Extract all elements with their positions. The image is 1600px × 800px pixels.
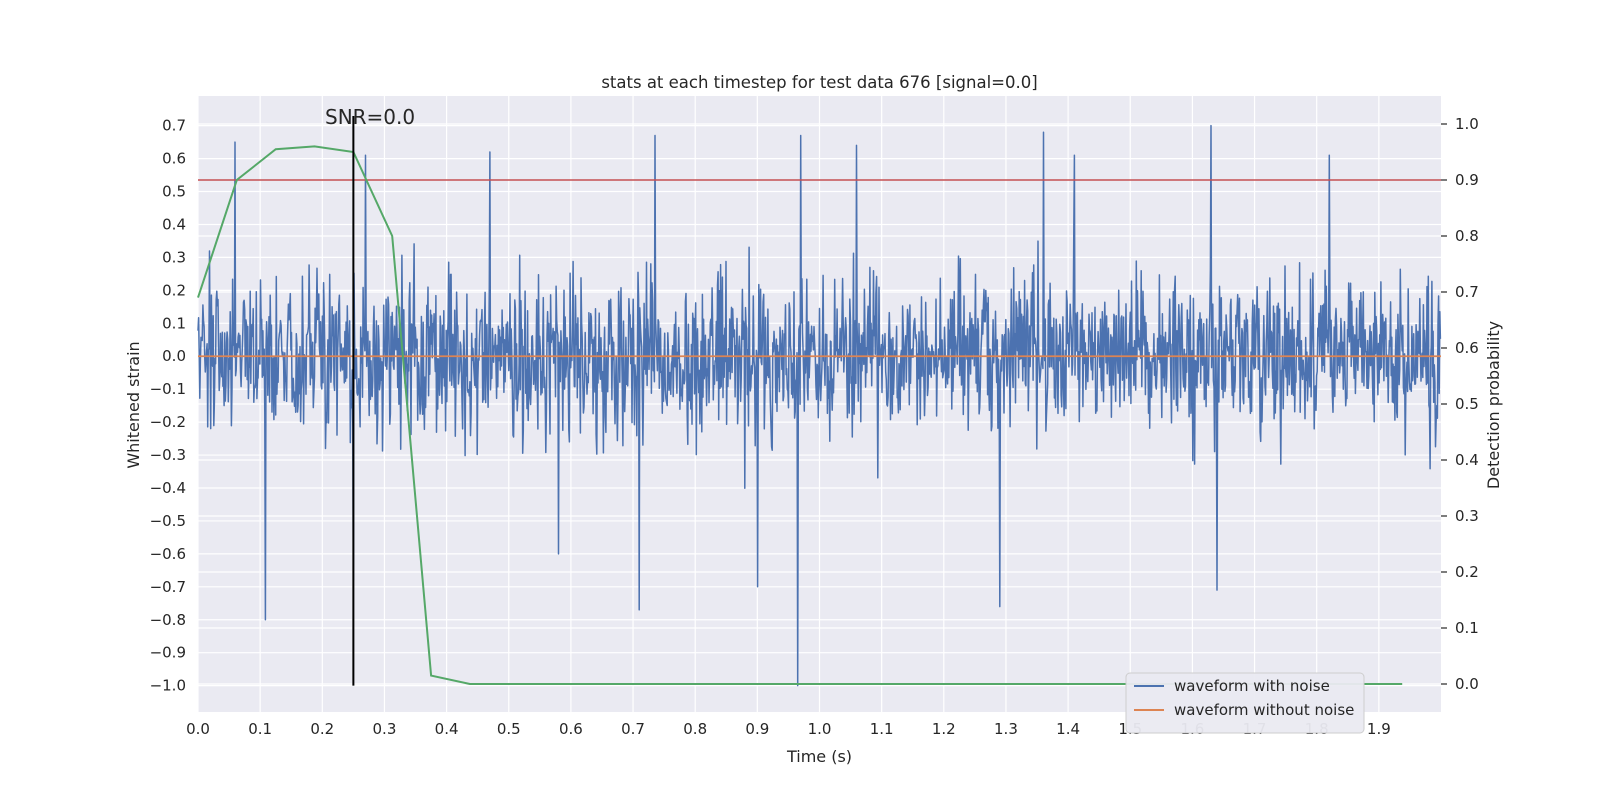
legend-label-clean: waveform without noise xyxy=(1174,701,1354,719)
x-tick-label: 1.3 xyxy=(994,720,1018,738)
y-right-tick-label: 0.5 xyxy=(1455,395,1479,413)
y-right-tick-label: 0.1 xyxy=(1455,619,1479,637)
x-tick-label: 1.1 xyxy=(870,720,894,738)
x-tick-label: 0.7 xyxy=(621,720,645,738)
chart-title: stats at each timestep for test data 676… xyxy=(601,73,1037,92)
y-axis-right: 1.0 0.9 0.8 0.7 0.6 0.5 0.4 0.3 0.2 0.1 0.0 xyxy=(1441,115,1479,693)
y-left-tick-label: −0.5 xyxy=(150,512,186,530)
y-left-tick-label: 0.1 xyxy=(162,314,186,332)
grid-lines xyxy=(197,96,1441,712)
y-left-tick-label: −0.3 xyxy=(150,446,186,464)
y-left-tick-label: −0.9 xyxy=(150,644,186,662)
y-right-tick-label: 0.6 xyxy=(1455,339,1479,357)
y-left-tick-label: 0.2 xyxy=(162,281,186,299)
y-right-tick-label: 0.8 xyxy=(1455,227,1479,245)
y-left-tick-label: 0.3 xyxy=(162,248,186,266)
y-left-tick-label: −0.6 xyxy=(150,545,186,563)
y-left-tick-label: 0.7 xyxy=(162,117,186,135)
y-right-tick-label: 1.0 xyxy=(1455,115,1479,133)
x-tick-label: 1.2 xyxy=(932,720,956,738)
y-left-tick-label: −0.1 xyxy=(150,380,186,398)
x-axis-label: Time (s) xyxy=(786,747,852,766)
y-right-tick-label: 0.2 xyxy=(1455,563,1479,581)
y-right-tick-label: 0.3 xyxy=(1455,507,1479,525)
legend-box xyxy=(1125,672,1365,734)
x-tick-label: 0.1 xyxy=(248,720,272,738)
x-tick-label: 1.0 xyxy=(808,720,832,738)
y-left-tick-label: −0.8 xyxy=(150,611,186,629)
legend-label-noise: waveform with noise xyxy=(1174,677,1330,695)
y-left-tick-label: 0.0 xyxy=(162,347,186,365)
y-left-tick-label: −0.7 xyxy=(150,578,186,596)
y-right-tick-label: 0.0 xyxy=(1455,675,1479,693)
y-left-tick-label: −0.4 xyxy=(150,479,186,497)
y-axis-left-label: Whitened strain xyxy=(124,341,143,468)
y-right-tick-label: 0.9 xyxy=(1455,171,1479,189)
x-tick-label: 0.0 xyxy=(186,720,210,738)
y-left-tick-label: 0.5 xyxy=(162,183,186,201)
x-tick-label: 0.6 xyxy=(559,720,583,738)
y-left-tick-label: 0.6 xyxy=(162,150,186,168)
y-left-tick-label: −1.0 xyxy=(150,677,186,695)
x-tick-label: 0.4 xyxy=(435,720,459,738)
x-tick-label: 0.8 xyxy=(683,720,707,738)
legend: waveform with noise waveform without noi… xyxy=(1125,672,1365,734)
y-left-tick-label: 0.4 xyxy=(162,215,186,233)
x-tick-label: 0.2 xyxy=(310,720,334,738)
y-axis-right-label: Detection probability xyxy=(1484,321,1503,489)
y-right-tick-label: 0.7 xyxy=(1455,283,1479,301)
y-right-tick-label: 0.4 xyxy=(1455,451,1479,469)
y-left-tick-label: −0.2 xyxy=(150,413,186,431)
x-tick-label: 0.3 xyxy=(373,720,397,738)
y-axis-left: 0.7 0.6 0.5 0.4 0.3 0.2 0.1 0.0 −0.1 −0.2 −0.3 −0.4… xyxy=(150,117,186,695)
x-tick-label: 0.9 xyxy=(745,720,769,738)
x-tick-label: 1.9 xyxy=(1367,720,1391,738)
x-tick-label: 0.5 xyxy=(497,720,521,738)
series-group xyxy=(197,124,1442,687)
snr-annotation: SNR=0.0 xyxy=(325,105,415,129)
x-tick-label: 1.4 xyxy=(1056,720,1080,738)
